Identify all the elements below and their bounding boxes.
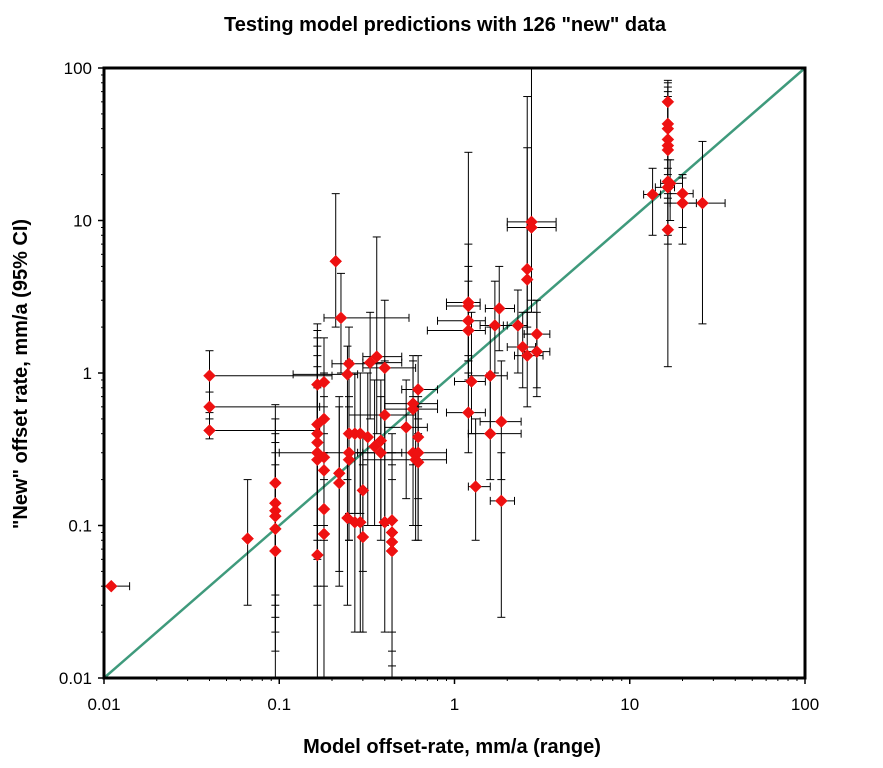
data-point: [356, 530, 370, 544]
data-point: [696, 196, 709, 210]
x-tick-label: 1: [450, 695, 459, 714]
reference-line-layer: [103, 67, 806, 679]
x-tick-label: 0.1: [267, 695, 291, 714]
data-point: [465, 375, 478, 388]
data-point: [268, 522, 282, 536]
data-point: [483, 369, 497, 383]
data-point: [241, 532, 254, 545]
data-point: [483, 427, 497, 441]
x-tick-label: 0.01: [87, 695, 120, 714]
data-point: [494, 494, 508, 508]
data-point: [317, 527, 331, 541]
data-point: [342, 357, 356, 371]
one-to-one-line: [103, 67, 806, 679]
data-point: [516, 340, 530, 354]
data-point: [520, 273, 534, 286]
y-axis-title: "New" offset rate, mm/a (95% CI): [10, 219, 32, 529]
data-point: [646, 188, 659, 201]
error-bars-layer: [103, 67, 726, 679]
data-point: [663, 177, 677, 190]
data-point: [317, 450, 331, 464]
data-point: [329, 254, 343, 268]
data-point: [203, 369, 216, 383]
data-point: [361, 430, 375, 444]
data-point: [488, 319, 502, 332]
data-point: [370, 350, 384, 364]
data-point: [661, 143, 675, 157]
data-point: [378, 361, 392, 375]
data-point: [462, 299, 475, 313]
data-point: [341, 367, 354, 381]
data-point: [332, 476, 346, 490]
y-tick-label: 100: [64, 59, 92, 78]
data-point: [494, 415, 508, 428]
data-point: [334, 311, 348, 325]
data-point: [525, 221, 538, 234]
data-point: [268, 476, 282, 490]
data-point: [268, 509, 282, 523]
data-point: [406, 402, 420, 416]
data-point: [661, 95, 675, 109]
data-point: [411, 430, 425, 444]
data-point: [378, 408, 392, 422]
data-point: [203, 424, 216, 437]
data-point: [511, 319, 525, 332]
data-point: [676, 196, 689, 210]
data-point: [530, 327, 544, 341]
axis-ticks-layer: 0.01 0.1 1 10 100 0.01 0.1 1 10 100: [59, 59, 819, 714]
data-point: [268, 544, 282, 558]
y-tick-label: 1: [83, 364, 92, 383]
data-point: [317, 375, 331, 389]
data-point: [530, 345, 544, 359]
data-point: [353, 515, 367, 529]
y-tick-label: 0.01: [59, 669, 92, 688]
x-tick-label: 10: [620, 695, 639, 714]
data-point: [399, 421, 413, 434]
chart-title: Testing model predictions with 126 "new"…: [224, 14, 667, 36]
data-point: [462, 324, 475, 337]
data-point: [374, 446, 388, 460]
data-point: [492, 302, 506, 315]
data-point: [462, 406, 475, 419]
data-point: [342, 453, 356, 467]
data-point: [469, 480, 482, 493]
data-point: [203, 400, 216, 414]
data-point: [385, 544, 399, 558]
y-tick-label: 0.1: [68, 517, 92, 536]
data-point: [520, 349, 534, 362]
data-point: [317, 502, 331, 516]
x-axis-title: Model offset-rate, mm/a (range): [303, 736, 601, 758]
data-points-layer: [104, 95, 709, 593]
data-point: [317, 463, 331, 477]
data-point: [356, 484, 370, 497]
data-point: [363, 356, 377, 369]
data-point: [317, 412, 331, 426]
x-tick-label: 100: [791, 695, 819, 714]
data-point: [311, 548, 324, 562]
data-point: [661, 223, 675, 237]
y-tick-label: 10: [73, 212, 92, 231]
data-point: [411, 383, 425, 396]
data-point: [104, 579, 118, 593]
data-point: [411, 455, 425, 469]
